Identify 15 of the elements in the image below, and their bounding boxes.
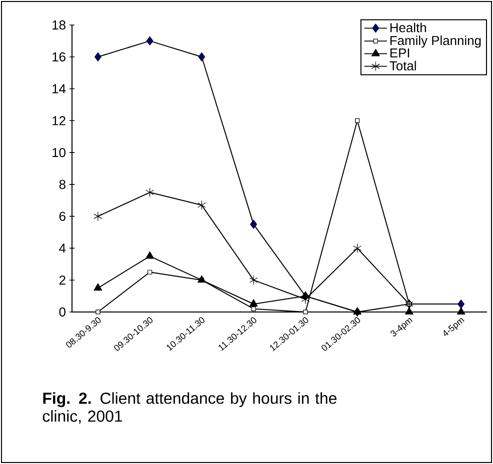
legend-label: EPI [390, 48, 410, 58]
y-tick-label: 18 [52, 20, 66, 30]
y-tick-label: 8 [59, 180, 66, 190]
legend-label: Family Planning [390, 36, 481, 48]
text: Fig. 2. Client attendance by hours in the clinic, 2001 [42, 392, 336, 424]
y-tick-label: 12 [52, 116, 66, 126]
y-tick-label: 2 [59, 276, 66, 285]
y-tick-label: 6 [59, 212, 66, 221]
y-tick-label: 10 [52, 148, 66, 158]
y-tick-label: 0 [59, 307, 66, 317]
legend-label: Health [390, 22, 426, 32]
y-tick-label: 14 [52, 84, 66, 94]
legend-label: Total [390, 60, 416, 70]
y-tick-label: 16 [52, 52, 66, 62]
y-tick-label: 4 [59, 244, 66, 253]
